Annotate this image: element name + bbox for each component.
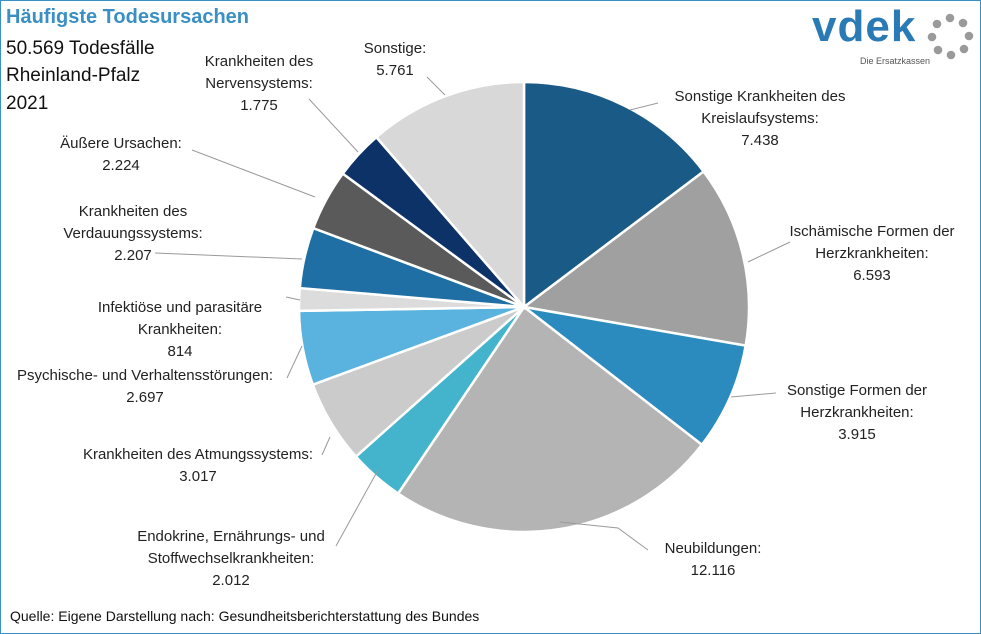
chart-title: Häufigste Todesursachen [6,6,250,28]
pie-slice [396,305,704,534]
leader-line [629,102,659,111]
slice-value-label: 12.116 [691,562,736,579]
leader-line [335,469,379,547]
logo-wordmark: vdek [812,2,917,51]
slice-name-label: Verdauungssystems: [63,225,202,242]
slice-value-label: 2.697 [126,389,164,406]
slice-value-label: 2.012 [212,572,250,589]
logo-tagline: Die Ersatzkassen [860,56,931,66]
slice-value-label: 2.224 [102,157,140,174]
slice-name-label: Endokrine, Ernährungs- und [137,528,325,545]
slice-name-label: Herzkrankheiten: [800,404,913,421]
leader-line [191,149,316,198]
leader-line [308,98,359,153]
slice-name-label: Sonstige: [364,40,427,57]
source-note: Quelle: Eigene Darstellung nach: Gesundh… [10,608,480,624]
slice-name-label: Infektiöse und parasitäre [98,299,262,316]
leader-line [154,252,303,260]
leader-line [559,521,649,551]
slice-name-label: Stoffwechselkrankheiten: [148,550,315,567]
slice-value-label: 6.593 [853,267,891,284]
slice-name-label: Krankheiten: [138,321,222,338]
slice-name-label: Krankheiten des [79,203,187,220]
slice-value-label: 5.761 [376,62,414,79]
slice-value-label: 7.438 [741,132,779,149]
leader-line [730,392,777,398]
pie-slice [522,80,706,310]
leader-line [426,76,446,96]
slice-value-label: 814 [167,343,192,360]
slice-name-label: Krankheiten des [205,53,313,70]
slice-name-label: Herzkrankheiten: [815,245,928,262]
slice-name-label: Nervensystems: [205,75,313,92]
slice-value-label: 2.207 [114,247,152,264]
leader-line [286,345,303,379]
slice-name-label: Kreislaufsystems: [701,110,819,127]
slice-name-label: Ischämische Formen der [789,223,954,240]
slice-value-label: 3.915 [838,426,876,443]
slice-name-label: Neubildungen: [665,540,762,557]
slice-name-label: Sonstige Formen der [787,382,927,399]
slice-value-label: 3.017 [179,468,217,485]
subtitle-region: Rheinland-Pfalz [6,65,141,86]
leader-line [285,296,301,301]
subtitle-year: 2021 [6,93,49,114]
leader-line [321,436,331,456]
slice-name-label: Äußere Ursachen: [60,135,182,152]
slice-value-label: 1.775 [240,97,278,114]
vdek-logo: vdek Die Ersatzkassen [812,2,974,68]
pie-slice [523,305,748,447]
pie-slice [374,80,526,311]
slice-name-label: Sonstige Krankheiten des [675,88,846,105]
subtitle-deaths: 50.569 Todesfälle [6,38,155,59]
leader-line [747,241,791,263]
pie-slice [520,169,751,348]
slice-name-label: Krankheiten des Atmungssystems: [83,446,313,463]
slice-name-label: Psychische- und Verhaltensstörungen: [17,367,273,384]
logo-ring-icon [927,13,974,60]
